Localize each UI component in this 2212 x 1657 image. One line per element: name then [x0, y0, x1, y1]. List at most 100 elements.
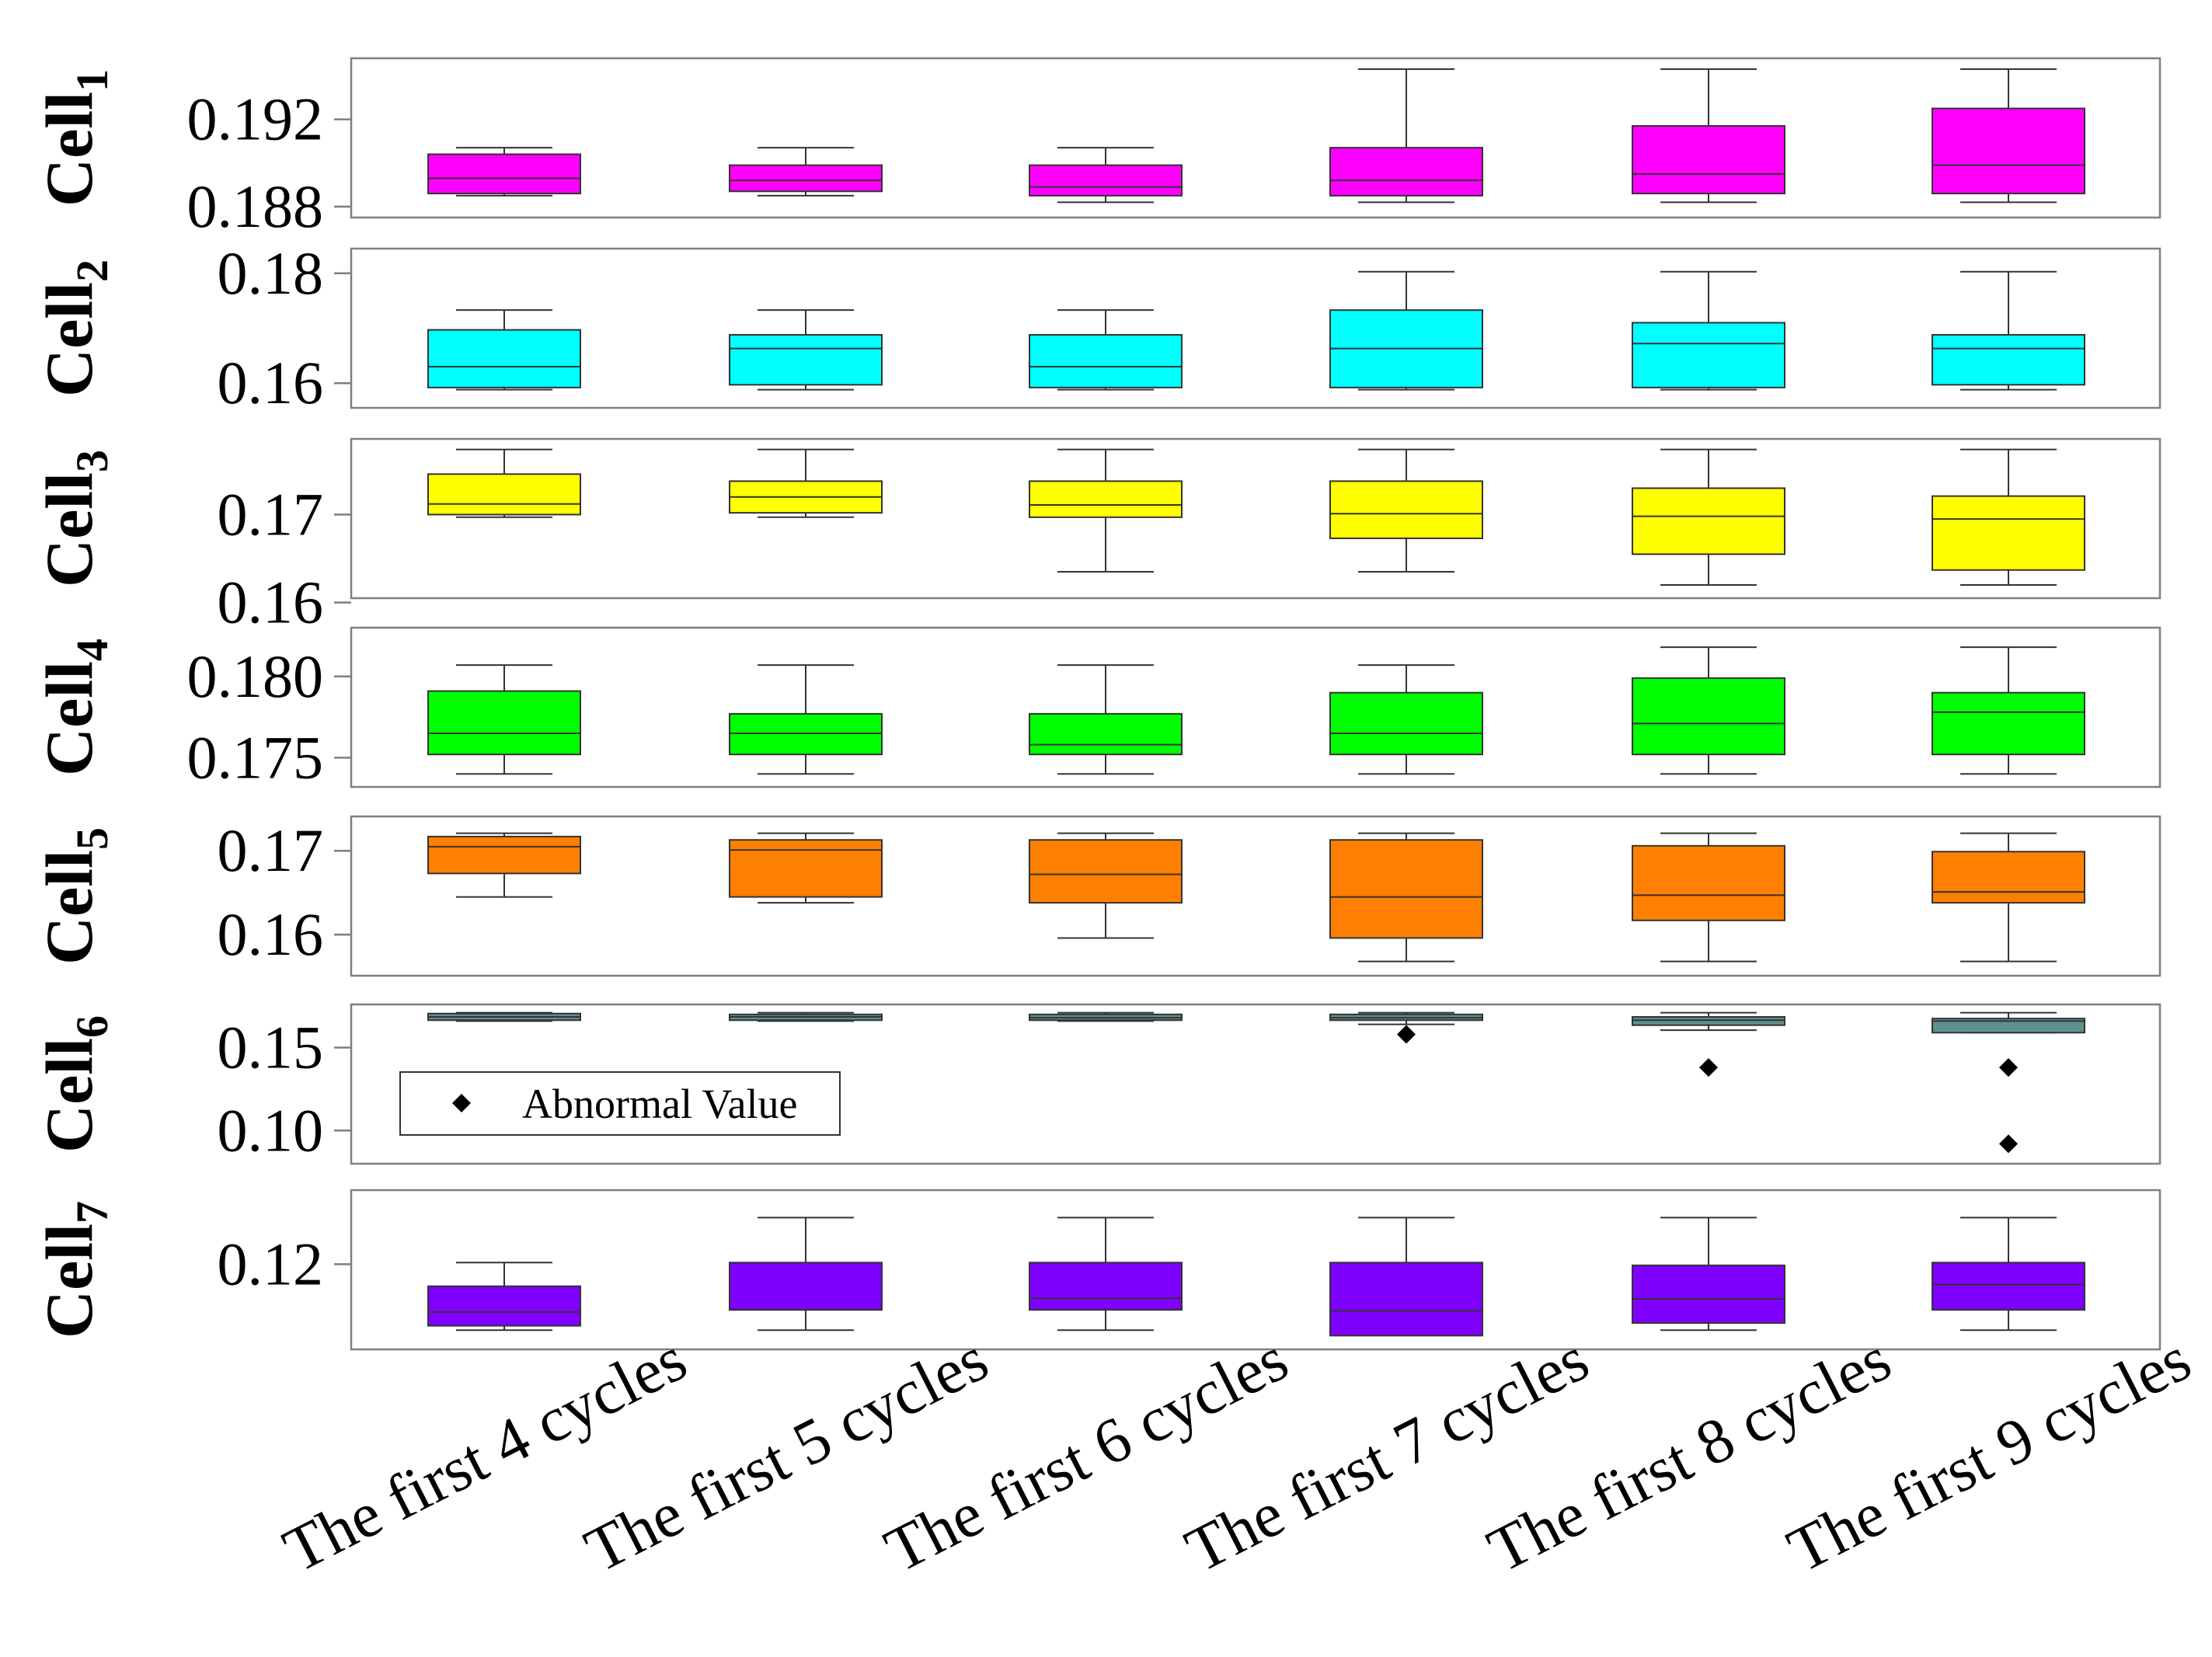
box-6-cycles	[1029, 147, 1183, 204]
box-body	[1932, 1262, 2085, 1311]
box-body	[1029, 712, 1183, 756]
panel-label: Cell5	[32, 827, 117, 965]
box-body	[1632, 1016, 1785, 1026]
legend-diamond-icon	[452, 1094, 471, 1112]
box-4-cycles	[427, 1011, 581, 1022]
panel-label: Cell4	[32, 639, 117, 776]
box-body	[729, 164, 883, 193]
box-body	[1932, 851, 2085, 904]
box-4-cycles	[427, 309, 581, 391]
panel-cell-1: 0.188 0.192 Cell1	[32, 57, 2161, 240]
box-6-cycles	[1029, 448, 1183, 573]
box-body	[1632, 677, 1785, 756]
y-tick-label: 0.16	[218, 900, 324, 968]
box-body	[729, 712, 883, 756]
y-tick-label: 0.15	[218, 1014, 324, 1081]
box-9-cycles	[1932, 270, 2085, 391]
box-4-cycles	[427, 1262, 581, 1332]
box-5-cycles	[729, 448, 883, 518]
panel-label-name: Cell	[32, 850, 106, 965]
box-4-cycles	[427, 832, 581, 898]
box-body	[1329, 480, 1483, 539]
box-9-cycles	[1932, 448, 2085, 587]
box-body	[1932, 691, 2085, 756]
box-7-cycles	[1329, 68, 1483, 204]
y-tick-label: 0.16	[218, 569, 324, 636]
y-tick-label: 0.16	[218, 349, 324, 416]
box-9-cycles	[1932, 832, 2085, 963]
outlier-marker	[1999, 1134, 2018, 1154]
box-8-cycles	[1632, 448, 1785, 587]
legend-box	[399, 1071, 841, 1136]
box-7-cycles	[1329, 1217, 1483, 1337]
box-8-cycles	[1632, 68, 1785, 204]
y-tick-label: 0.175	[187, 723, 324, 791]
panel-cell-5: 0.16 0.17 Cell5	[32, 815, 2161, 977]
panel-label: Cell7	[32, 1201, 117, 1338]
box-body	[1329, 691, 1483, 756]
panel-label-sub: 2	[67, 259, 117, 282]
panel-frame	[350, 437, 2161, 600]
box-body	[1632, 1264, 1785, 1325]
box-4-cycles	[427, 448, 581, 518]
y-tick-label: 0.10	[218, 1096, 324, 1164]
box-9-cycles	[1932, 1011, 2085, 1034]
box-body	[1329, 839, 1483, 939]
panel-label-name: Cell	[32, 282, 106, 397]
panel-cell-7: 0.12 Cell7	[32, 1189, 2161, 1351]
outlier-marker	[1699, 1058, 1718, 1077]
panel-cell-3: 0.16 0.17 Cell3	[32, 437, 2161, 636]
panel-label: Cell6	[32, 1015, 117, 1153]
y-tick-label: 0.18	[218, 239, 324, 307]
panel-frame	[350, 57, 2161, 219]
box-body	[1029, 480, 1183, 518]
box-body	[1029, 839, 1183, 904]
legend-label: Abnormal Value	[522, 1081, 797, 1127]
box-7-cycles	[1329, 832, 1483, 963]
panel-cell-6: 0.10 0.15 Cell6 Abnormal Value	[32, 1003, 2161, 1165]
box-body	[427, 690, 581, 756]
outlier-marker	[1999, 1058, 2018, 1077]
panel-label-name: Cell	[32, 661, 106, 776]
box-9-cycles	[1932, 1217, 2085, 1332]
box-body	[1029, 1262, 1183, 1311]
box-7-cycles	[1329, 664, 1483, 775]
panel-label: Cell1	[32, 69, 117, 207]
box-body	[1029, 164, 1183, 197]
box-body	[1329, 147, 1483, 197]
box-body	[1932, 1018, 2085, 1034]
box-body	[427, 1285, 581, 1327]
box-body	[1632, 125, 1785, 195]
box-body	[1932, 333, 2085, 386]
box-body	[1029, 333, 1183, 388]
y-tick-label: 0.17	[218, 816, 324, 884]
box-5-cycles	[729, 664, 883, 775]
box-body	[1632, 844, 1785, 921]
box-6-cycles	[1029, 309, 1183, 391]
box-8-cycles	[1632, 646, 1785, 775]
y-tick-label: 0.12	[218, 1230, 324, 1297]
panel-label-sub: 4	[67, 639, 117, 661]
y-tick-label: 0.188	[187, 172, 324, 240]
box-8-cycles	[1632, 1011, 1785, 1032]
panel-label-sub: 5	[67, 827, 117, 850]
box-6-cycles	[1029, 664, 1183, 775]
box-4-cycles	[427, 147, 581, 197]
y-tick-label: 0.180	[187, 642, 324, 710]
box-7-cycles	[1329, 270, 1483, 391]
box-5-cycles	[729, 1011, 883, 1022]
box-9-cycles	[1932, 68, 2085, 204]
box-body	[427, 835, 581, 875]
box-body	[1329, 1262, 1483, 1337]
panel-label-sub: 7	[67, 1201, 117, 1224]
panel-cell-4: 0.175 0.180 Cell4	[32, 626, 2161, 791]
legend: Abnormal Value	[399, 1071, 841, 1136]
box-7-cycles	[1329, 448, 1483, 573]
box-body	[1632, 322, 1785, 388]
box-6-cycles	[1029, 1011, 1183, 1022]
box-6-cycles	[1029, 1217, 1183, 1332]
box-body	[1632, 487, 1785, 555]
panel-label-sub: 1	[67, 69, 117, 92]
panel-label-name: Cell	[32, 92, 106, 207]
